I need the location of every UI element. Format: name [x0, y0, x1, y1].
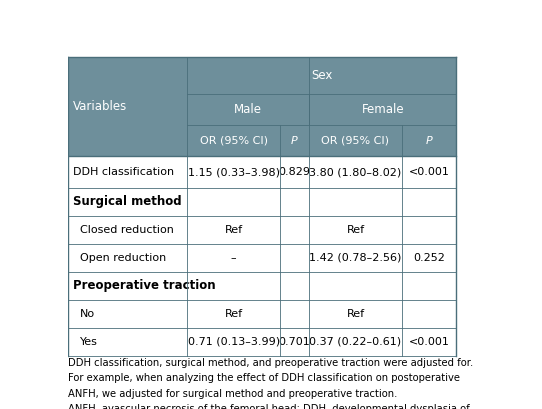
Bar [68, 272, 456, 300]
Bar [280, 216, 309, 244]
Bar [188, 157, 280, 188]
Bar [309, 94, 456, 125]
Text: Variables: Variables [73, 100, 127, 113]
Text: <0.001: <0.001 [409, 337, 449, 347]
Bar [68, 328, 188, 356]
Bar [309, 244, 402, 272]
Text: ANFH, we adjusted for surgical method and preoperative traction.: ANFH, we adjusted for surgical method an… [68, 389, 397, 399]
Bar [188, 328, 280, 356]
Text: Open reduction: Open reduction [80, 253, 166, 263]
Text: Ref: Ref [346, 309, 365, 319]
Text: Ref: Ref [224, 225, 243, 235]
Text: Female: Female [362, 103, 404, 116]
Bar [309, 328, 402, 356]
Text: Preoperative traction: Preoperative traction [73, 279, 215, 292]
Text: 0.37 (0.22–0.61): 0.37 (0.22–0.61) [309, 337, 402, 347]
Bar [280, 125, 309, 157]
Bar [309, 300, 402, 328]
Text: 1.42 (0.78–2.56): 1.42 (0.78–2.56) [309, 253, 402, 263]
Bar [309, 216, 402, 244]
Text: For example, when analyzing the effect of DDH classification on postoperative: For example, when analyzing the effect o… [68, 373, 460, 384]
Text: Closed reduction: Closed reduction [80, 225, 174, 235]
Bar [402, 300, 456, 328]
Text: <0.001: <0.001 [409, 167, 449, 177]
Bar [402, 244, 456, 272]
Text: 1.15 (0.33–3.98): 1.15 (0.33–3.98) [188, 167, 280, 177]
Bar [188, 244, 280, 272]
Bar [309, 157, 402, 188]
Text: Male: Male [234, 103, 262, 116]
Text: OR (95% CI): OR (95% CI) [199, 136, 268, 146]
Text: P: P [425, 136, 433, 146]
Bar [188, 125, 280, 157]
Bar [402, 125, 456, 157]
Text: DDH classification: DDH classification [73, 167, 174, 177]
Bar [68, 188, 456, 216]
Text: Ref: Ref [224, 309, 243, 319]
Text: No: No [80, 309, 95, 319]
Bar [280, 328, 309, 356]
Text: 0.701: 0.701 [279, 337, 311, 347]
Text: 0.829: 0.829 [279, 167, 311, 177]
Bar [402, 157, 456, 188]
Text: Surgical method: Surgical method [73, 195, 182, 208]
Text: ANFH, avascular necrosis of the femoral head; DDH, developmental dysplasia of: ANFH, avascular necrosis of the femoral … [68, 404, 469, 409]
Text: Yes: Yes [80, 337, 98, 347]
Text: –: – [231, 253, 236, 263]
Text: 0.252: 0.252 [413, 253, 445, 263]
Bar [280, 300, 309, 328]
Bar [188, 300, 280, 328]
Bar [280, 157, 309, 188]
Bar [68, 216, 188, 244]
Bar [68, 244, 188, 272]
Bar [188, 216, 280, 244]
Bar [68, 300, 188, 328]
Bar [402, 328, 456, 356]
Bar [68, 57, 188, 157]
Bar [188, 94, 309, 125]
Text: P: P [291, 136, 298, 146]
Text: Ref: Ref [346, 225, 365, 235]
Text: Sex: Sex [311, 69, 333, 82]
Bar [280, 244, 309, 272]
Text: DDH classification, surgical method, and preoperative traction were adjusted for: DDH classification, surgical method, and… [68, 358, 473, 369]
Text: OR (95% CI): OR (95% CI) [321, 136, 390, 146]
Text: 3.80 (1.80–8.02): 3.80 (1.80–8.02) [309, 167, 402, 177]
Bar [402, 216, 456, 244]
Bar [188, 57, 456, 94]
Bar [309, 125, 402, 157]
Text: 0.71 (0.13–3.99): 0.71 (0.13–3.99) [188, 337, 280, 347]
Bar [68, 157, 188, 188]
